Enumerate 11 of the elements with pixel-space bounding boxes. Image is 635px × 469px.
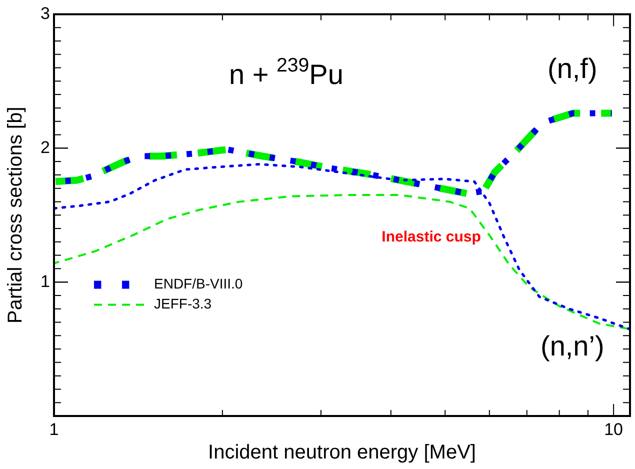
y-tick-label: 1	[40, 272, 50, 291]
x-tick-label: 10	[604, 420, 624, 439]
x-axis-title: Incident neutron energy [MeV]	[208, 442, 476, 464]
y-axis-title: Partial cross sections [b]	[4, 106, 27, 324]
y-tick-label: 2	[40, 138, 50, 157]
annotation: (n,n’)	[540, 330, 604, 362]
annotation: Inelastic cusp	[382, 228, 481, 246]
y-tick-label: 3	[40, 4, 50, 23]
legend-label: JEFF-3.3	[154, 296, 212, 312]
legend-label: ENDF/B-VIII.0	[154, 276, 243, 292]
annotation: (n,f)	[548, 53, 598, 84]
